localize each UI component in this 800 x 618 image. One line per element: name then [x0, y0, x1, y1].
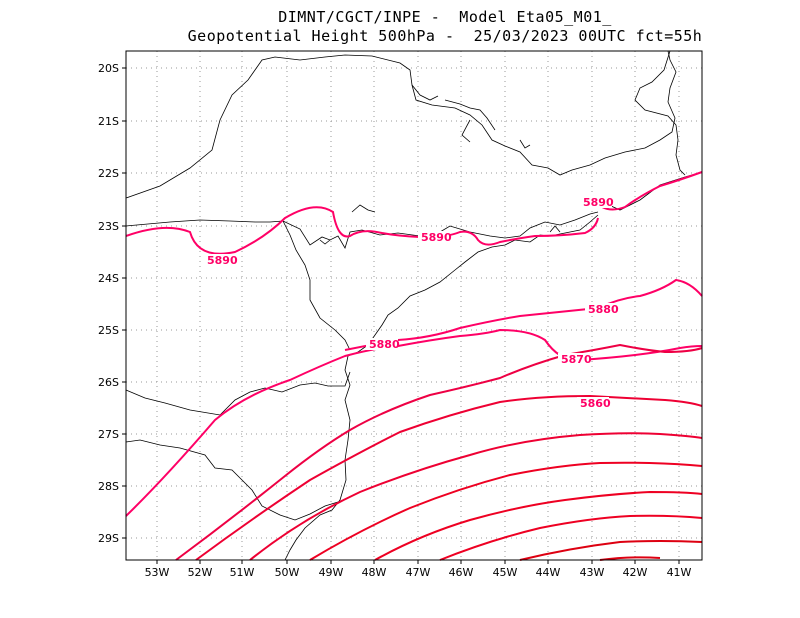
contour-label-5890-c: 5890 — [583, 196, 614, 209]
lon-label-44w: 44W — [536, 566, 561, 579]
contour-5800 — [519, 540, 703, 561]
contour-label-5890-b: 5890 — [421, 231, 452, 244]
contour-5880 — [344, 278, 703, 351]
lon-label-46w: 46W — [449, 566, 474, 579]
latitude-labels: 20S 21S 22S 23S 24S 25S 26S 27S 28S 29S — [98, 62, 119, 545]
map-frame — [125, 50, 703, 561]
contour-5890-west — [125, 206, 599, 255]
contour-5850 — [195, 394, 703, 561]
contour-label-5880-b: 5880 — [369, 338, 400, 351]
lat-label-27s: 27S — [98, 428, 119, 441]
lat-label-23s: 23S — [98, 220, 119, 233]
lat-label-22s: 22S — [98, 167, 119, 180]
lon-label-51w: 51W — [230, 566, 255, 579]
lon-label-49w: 49W — [319, 566, 344, 579]
contour-5840 — [249, 432, 703, 561]
lat-label-28s: 28S — [98, 480, 119, 493]
contour-5870 — [125, 328, 703, 517]
contour-5860 — [175, 343, 703, 561]
contour-label-5870: 5870 — [561, 353, 592, 366]
contour-labels: 5890 5890 5890 5880 5880 5870 5860 — [204, 196, 619, 410]
graticule — [126, 51, 702, 560]
lon-label-50w: 50W — [275, 566, 300, 579]
lon-label-42w: 42W — [623, 566, 648, 579]
lat-label-20s: 20S — [98, 62, 119, 75]
map-title-line-1: DIMNT/CGCT/INPE - Model Eta05_M01_ — [278, 8, 612, 26]
lon-label-41w: 41W — [667, 566, 692, 579]
lat-label-25s: 25S — [98, 324, 119, 337]
lon-label-43w: 43W — [580, 566, 605, 579]
lat-label-26s: 26S — [98, 376, 119, 389]
geopotential-contours — [125, 171, 703, 561]
lon-label-52w: 52W — [188, 566, 213, 579]
contour-label-5880-a: 5880 — [588, 303, 619, 316]
contour-label-5890-a: 5890 — [207, 254, 238, 267]
lon-label-45w: 45W — [493, 566, 518, 579]
map-title-line-2: Geopotential Height 500hPa - 25/03/2023 … — [187, 27, 703, 45]
lat-label-24s: 24S — [98, 272, 119, 285]
contour-5830 — [309, 461, 703, 561]
lat-label-21s: 21S — [98, 115, 119, 128]
axis-ticks — [122, 67, 680, 564]
lon-label-48w: 48W — [362, 566, 387, 579]
longitude-labels: 53W 52W 51W 50W 49W 48W 47W 46W 45W 44W … — [145, 566, 692, 579]
lon-label-53w: 53W — [145, 566, 170, 579]
contour-5790 — [599, 556, 661, 561]
lat-label-29s: 29S — [98, 532, 119, 545]
lon-label-47w: 47W — [406, 566, 431, 579]
contour-5820 — [374, 490, 703, 561]
contour-5810 — [439, 514, 703, 561]
contour-label-5860: 5860 — [580, 397, 611, 410]
